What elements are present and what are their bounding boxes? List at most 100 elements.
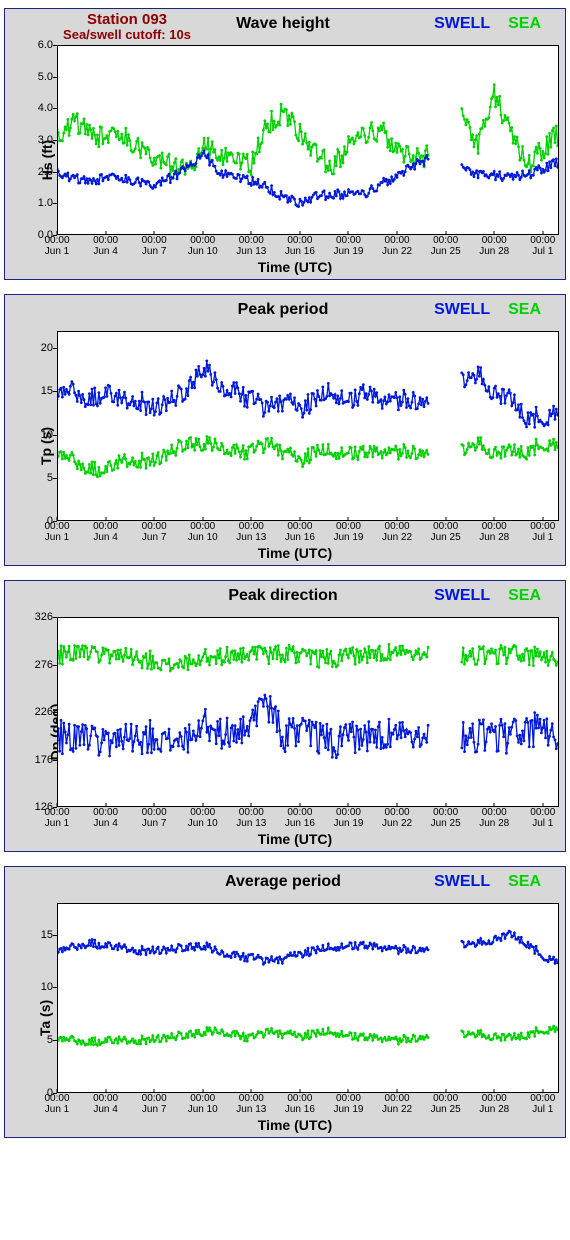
x-tick-label: 00:00Jun 4 xyxy=(93,1093,118,1115)
x-tick-label: 00:00Jun 28 xyxy=(479,807,509,829)
x-tick-label: 00:00Jun 13 xyxy=(236,235,266,257)
legend-swell: SWELL xyxy=(434,15,490,32)
plot-area: 05101520 xyxy=(57,331,559,521)
y-tick-label: 326 xyxy=(35,611,53,623)
x-tick-label: 00:00Jun 10 xyxy=(188,1093,218,1115)
x-tick-label: 00:00Jun 13 xyxy=(236,807,266,829)
y-tick-label: 10 xyxy=(41,981,53,993)
y-axis-label: Ta (s) xyxy=(37,1000,53,1036)
x-tick-label: 00:00Jun 28 xyxy=(479,1093,509,1115)
series-svg xyxy=(57,617,559,807)
x-axis-label: Time (UTC) xyxy=(31,831,559,847)
panel-header: Peak periodSWELLSEA xyxy=(7,299,559,331)
x-tick-label: 00:00Jul 1 xyxy=(530,1093,555,1115)
x-tick-label: 00:00Jun 4 xyxy=(93,521,118,543)
y-tick-label: 226 xyxy=(35,706,53,718)
legend-sea: SEA xyxy=(508,587,541,604)
x-tick-label: 00:00Jun 25 xyxy=(431,1093,461,1115)
legend: SWELL SEA xyxy=(434,301,541,319)
panel-dp: Peak directionSWELLSEADp (deg)1261762262… xyxy=(4,580,566,852)
series-swell xyxy=(57,360,559,429)
x-tick-label: 00:00Jun 16 xyxy=(285,521,315,543)
plot-wrap: Dp (deg)12617622627632600:00Jun 100:00Ju… xyxy=(31,617,559,847)
legend-swell: SWELL xyxy=(434,587,490,604)
y-tick-label: 10 xyxy=(41,429,53,441)
panel-tp: Peak periodSWELLSEATp (s)0510152000:00Ju… xyxy=(4,294,566,566)
x-tick-label: 00:00Jun 7 xyxy=(142,235,167,257)
series-sea xyxy=(57,643,559,672)
x-tick-label: 00:00Jun 25 xyxy=(431,235,461,257)
x-axis-label: Time (UTC) xyxy=(31,259,559,275)
x-tick-label: 00:00Jun 4 xyxy=(93,235,118,257)
x-tick-label: 00:00Jul 1 xyxy=(530,807,555,829)
y-tick-label: 1.0 xyxy=(38,197,53,209)
y-tick-label: 176 xyxy=(35,754,53,766)
x-tick-label: 00:00Jun 22 xyxy=(382,235,412,257)
y-tick-label: 3.0 xyxy=(38,134,53,146)
legend: SWELLSEA xyxy=(434,873,541,891)
x-axis-label: Time (UTC) xyxy=(31,545,559,561)
series-swell xyxy=(57,930,559,966)
plot-wrap: Hs (ft)0.01.02.03.04.05.06.000:00Jun 100… xyxy=(31,45,559,275)
x-tick-label: 00:00Jun 25 xyxy=(431,521,461,543)
y-tick-label: 5.0 xyxy=(38,71,53,83)
page-root: Station 093Sea/swell cutoff: 10sWave hei… xyxy=(0,0,570,1160)
y-tick-label: 4.0 xyxy=(38,102,53,114)
x-tick-label: 00:00Jun 1 xyxy=(44,235,69,257)
series-swell xyxy=(57,694,559,759)
panel-header: Peak directionSWELLSEA xyxy=(7,585,559,617)
plot-wrap: Ta (s)05101500:00Jun 1 00:00Jun 4 00:00Jun… xyxy=(31,903,559,1133)
x-tick-label: 00:00Jun 28 xyxy=(479,521,509,543)
legend-sea: SEA xyxy=(508,301,541,318)
panel-header: Average periodSWELLSEA xyxy=(7,871,559,903)
x-ticks: 00:00Jun 100:00Jun 400:00Jun 700:00Jun 1… xyxy=(57,521,559,547)
x-tick-label: 00:00Jun 7 xyxy=(142,521,167,543)
x-tick-label: 00:00Jul 1 xyxy=(530,235,555,257)
y-tick-label: 276 xyxy=(35,659,53,671)
legend-swell: SWELL xyxy=(434,301,490,318)
x-tick-label: 00:00Jun 16 xyxy=(285,235,315,257)
series-sea xyxy=(57,83,559,180)
x-tick-label: 00:00Jun 19 xyxy=(333,521,363,543)
x-tick-label: 00:00Jun 22 xyxy=(382,1093,412,1115)
x-tick-label: 00:00Jun 1 xyxy=(44,521,69,543)
x-tick-label: 00:00Jun 7 xyxy=(142,1093,167,1115)
x-tick-label: 00:00Jun 13 xyxy=(236,521,266,543)
series-svg xyxy=(57,45,559,235)
y-tick-label: 6.0 xyxy=(38,39,53,51)
x-tick-label: 00:00Jun 25 xyxy=(431,807,461,829)
x-tick-label: 00:00Jun 22 xyxy=(382,521,412,543)
legend-sea: SEA xyxy=(508,15,541,32)
panel-header: Station 093Sea/swell cutoff: 10sWave hei… xyxy=(7,13,559,45)
plot-area: 051015 xyxy=(57,903,559,1093)
x-tick-label: 00:00Jun 13 xyxy=(236,1093,266,1115)
x-tick-label: 00:00Jun 10 xyxy=(188,235,218,257)
x-axis-label: Time (UTC) xyxy=(31,1117,559,1133)
legend-sea: SEA xyxy=(508,873,541,890)
y-tick-label: 2.0 xyxy=(38,166,53,178)
x-tick-label: 00:00Jun 7 xyxy=(142,807,167,829)
x-tick-label: 00:00Jun 19 xyxy=(333,235,363,257)
x-tick-label: 00:00Jun 22 xyxy=(382,807,412,829)
series-sea xyxy=(57,1025,559,1047)
x-tick-label: 00:00Jun 1 xyxy=(44,807,69,829)
series-swell xyxy=(57,149,559,208)
series-svg xyxy=(57,903,559,1093)
x-tick-label: 00:00Jun 4 xyxy=(93,807,118,829)
y-tick-label: 20 xyxy=(41,342,53,354)
panel-hs: Station 093Sea/swell cutoff: 10sWave hei… xyxy=(4,8,566,280)
x-tick-label: 00:00Jun 10 xyxy=(188,807,218,829)
series-svg xyxy=(57,331,559,521)
series-sea xyxy=(57,435,559,478)
x-ticks: 00:00Jun 100:00Jun 400:00Jun 700:00Jun 1… xyxy=(57,807,559,833)
legend: SWELL SEA xyxy=(434,15,541,33)
x-ticks: 00:00Jun 100:00Jun 400:00Jun 700:00Jun 1… xyxy=(57,235,559,261)
legend: SWELL SEA xyxy=(434,587,541,605)
x-tick-label: 00:00Jun 1 xyxy=(44,1093,69,1115)
x-tick-label: 00:00Jun 28 xyxy=(479,235,509,257)
x-ticks: 00:00Jun 100:00Jun 400:00Jun 700:00Jun 1… xyxy=(57,1093,559,1119)
y-tick-label: 15 xyxy=(41,929,53,941)
x-tick-label: 00:00Jun 16 xyxy=(285,1093,315,1115)
panel-ta: Average periodSWELLSEATa (s)05101500:00J… xyxy=(4,866,566,1138)
plot-wrap: Tp (s)0510152000:00Jun 100:00Jun 400:00J… xyxy=(31,331,559,561)
